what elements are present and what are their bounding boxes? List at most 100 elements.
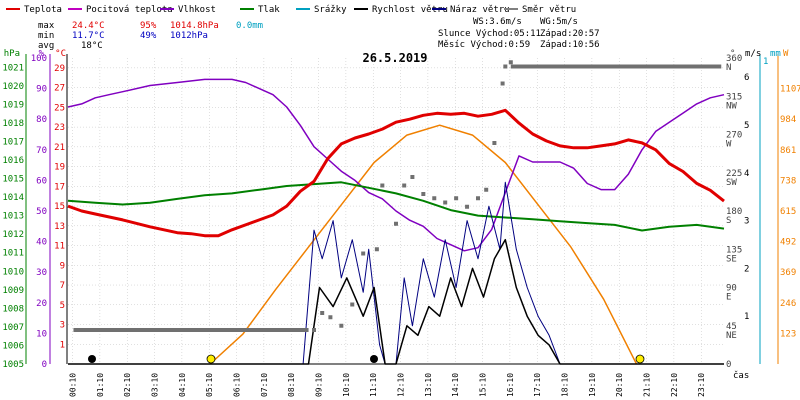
wind-direction-point (350, 302, 355, 307)
tick-label: 492 (780, 238, 796, 248)
tick-label: 1008 (2, 304, 24, 314)
axis-unit-temperature: °C (55, 49, 66, 59)
wind-direction-point (320, 311, 325, 315)
wind-direction-point (328, 315, 333, 320)
x-tick-label: 03:10 (151, 373, 160, 397)
stat-max-hum: 95% (140, 21, 157, 31)
tick-label: 1107 (780, 85, 800, 95)
chart-date: 26.5.2019 (362, 51, 427, 65)
tick-label: 25 (54, 103, 65, 113)
wind-direction-point (465, 204, 470, 209)
tick-label: 615 (780, 207, 796, 217)
tick-label: 861 (780, 146, 796, 156)
temperature-line (67, 108, 725, 238)
tick-label: 1006 (2, 341, 24, 351)
wind-speed-line (68, 238, 724, 365)
tick-label: 13 (54, 222, 65, 232)
axis-unit-humidity: % (39, 49, 45, 59)
x-tick-label: 23:10 (697, 373, 706, 397)
tick-label: 50 (36, 207, 47, 217)
wind-gust-line (68, 181, 724, 365)
tick-label: 1009 (2, 286, 24, 296)
x-tick-label: 18:10 (561, 373, 570, 397)
stat-sun: Slunce Východ:05:11 (438, 29, 541, 39)
moon-rise-marker (88, 355, 96, 363)
stat-min-temp: 11.7°C (72, 31, 105, 41)
wind-direction-point (443, 200, 448, 205)
tick-label: 15 (54, 202, 65, 212)
tick-label: 1007 (2, 323, 24, 333)
tick-label: 1010 (2, 267, 24, 277)
x-tick-label: 21:10 (643, 373, 652, 397)
wind-direction-point (402, 183, 407, 188)
stat-sun-set: Západ:20:57 (540, 29, 600, 39)
tick-label: 123 (780, 329, 796, 339)
stat-min-press: 1012hPa (170, 31, 208, 41)
legend: Teplota Pocitová teplota Vlhkost Tlak Srážky… (6, 5, 576, 15)
wind-direction-point (476, 196, 480, 201)
wind-direction-point (394, 221, 398, 226)
stat-max-press: 1014.8hPa (170, 21, 219, 31)
tick-label: 135 (726, 245, 742, 255)
x-tick-label: 16:10 (506, 373, 515, 397)
tick-label: 1016 (2, 156, 24, 166)
tick-label: 20 (36, 299, 47, 309)
stat-moon: Měsíc Východ:0:59 (438, 40, 530, 50)
legend-label: Tlak (258, 5, 280, 15)
x-tick-label: 08:10 (287, 373, 296, 397)
tick-label: 1021 (2, 63, 24, 73)
tick-label: N (726, 63, 731, 73)
stat-min-label: min (38, 31, 54, 41)
axis-unit-pressure: hPa (4, 49, 20, 59)
wind-direction-point (454, 196, 459, 201)
stats-panel: max 24.4°C 95% 1014.8hPa 0.0mm min 11.7°… (38, 17, 600, 51)
legend-label: Pocitová teplota (86, 5, 173, 15)
tick-label: 984 (780, 115, 796, 125)
tick-label: 27 (54, 84, 65, 94)
wind-direction-point (374, 247, 379, 252)
tick-label: 1014 (2, 193, 24, 203)
tick-label: NW (726, 101, 737, 111)
x-tick-label: 20:10 (615, 373, 624, 397)
plot-area (67, 60, 725, 365)
tick-label: W (726, 140, 732, 150)
tick-label: 2 (744, 264, 749, 274)
tick-label: 9 (60, 261, 65, 271)
wind-direction-point (492, 141, 497, 145)
tick-label: 1 (60, 340, 65, 350)
grid (68, 58, 724, 364)
axis-unit-wind: m/s (745, 49, 761, 59)
legend-label: Rychlost větru (372, 5, 448, 15)
tick-label: 7 (60, 281, 65, 291)
tick-label: E (726, 293, 731, 303)
wind-direction-point (432, 196, 437, 201)
solar-line (209, 124, 638, 365)
legend-label: Náraz větru (450, 5, 510, 15)
tick-label: 5 (60, 301, 65, 311)
stat-max-temp: 24.4°C (72, 21, 105, 31)
wind-direction-point (339, 323, 344, 328)
moon-set-marker (370, 355, 378, 363)
tick-label: 0 (42, 360, 47, 370)
tick-label: 70 (36, 146, 47, 156)
tick-label: 180 (726, 207, 742, 217)
x-tick-label: 04:10 (178, 373, 187, 397)
tick-label: 11 (54, 242, 65, 252)
tick-label: 23 (54, 123, 65, 133)
tick-label: 246 (780, 299, 796, 309)
x-tick-label: 17:10 (533, 373, 542, 397)
wind-direction-point (508, 60, 513, 65)
wind-direction-point (503, 64, 508, 69)
axis-unit-direction: ° (730, 49, 735, 59)
tick-label: SE (726, 254, 737, 264)
stat-avg-temp: 18°C (81, 41, 103, 51)
tick-label: 1012 (2, 230, 24, 240)
x-tick-label: 11:10 (369, 373, 378, 397)
tick-label: 1013 (2, 212, 24, 222)
tick-label: 4 (744, 169, 749, 179)
sun-rise-marker (206, 354, 216, 364)
tick-label: 1011 (2, 249, 24, 259)
legend-label: Srážky (314, 5, 347, 15)
stat-avg-label: avg (38, 41, 54, 51)
